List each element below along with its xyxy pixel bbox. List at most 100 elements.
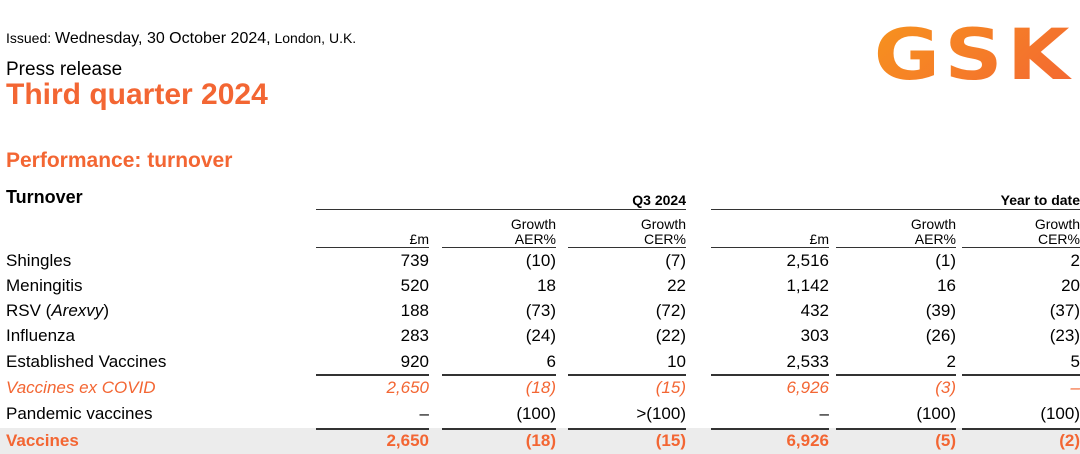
row-divider xyxy=(836,374,956,376)
cell-value: (26) xyxy=(925,326,956,345)
row-divider xyxy=(316,374,429,376)
cell-value: 18 xyxy=(537,276,556,295)
row-label-text: Meningitis xyxy=(6,276,83,295)
row-label-text: Pandemic vaccines xyxy=(6,404,153,423)
cell-value: (2) xyxy=(1059,431,1080,450)
row-label-text: Vaccines ex COVID xyxy=(6,378,156,397)
row-divider xyxy=(568,428,686,430)
row-divider xyxy=(316,428,429,430)
cell-value: (100) xyxy=(516,404,556,423)
row-label: Influenza xyxy=(6,323,75,349)
cell-value: (15) xyxy=(655,431,686,450)
section-title: Performance: turnover xyxy=(6,149,233,172)
column-header-line: Growth xyxy=(910,216,956,232)
cell-value: 5 xyxy=(1070,352,1080,371)
table-row: Shingles 739 (10) (7) 2,516 (1) 2 xyxy=(0,248,1080,274)
issued-label: Issued: xyxy=(6,30,52,46)
row-label-text: Shingles xyxy=(6,251,72,270)
page-title: Third quarter 2024 xyxy=(6,78,268,111)
cell-value: 22 xyxy=(667,276,686,295)
row-label: Meningitis xyxy=(6,273,83,299)
column-header-line: Growth xyxy=(1034,216,1080,232)
cell-value: (7) xyxy=(665,251,686,270)
group-header-ytd: Year to date xyxy=(711,192,1080,210)
cell-value: 2,516 xyxy=(786,251,829,270)
cell-value: 2 xyxy=(1070,251,1080,270)
gsk-logo: GSK xyxy=(873,14,1074,96)
cell-value: (18) xyxy=(525,378,556,397)
cell-value: 1,142 xyxy=(786,276,829,295)
row-label: Vaccines xyxy=(6,428,79,454)
row-label: Vaccines ex COVID xyxy=(6,375,156,401)
cell-value: 20 xyxy=(1061,276,1080,295)
row-divider xyxy=(836,428,956,430)
column-header-line: AER% xyxy=(914,231,956,247)
row-label-end: ) xyxy=(103,301,109,320)
cell-value: (100) xyxy=(1040,404,1080,423)
row-label-text: RSV ( xyxy=(6,301,52,320)
row-divider xyxy=(711,428,829,430)
group-header-q3: Q3 2024 xyxy=(316,192,686,210)
table-row: Established Vaccines 920 6 10 2,533 2 5 xyxy=(0,349,1080,375)
row-divider xyxy=(962,428,1080,430)
cell-value: (15) xyxy=(655,378,686,397)
column-header: £m xyxy=(711,215,829,248)
cell-value: 2 xyxy=(946,352,956,371)
cell-value: (1) xyxy=(935,251,956,270)
row-divider xyxy=(442,428,556,430)
cell-value: 283 xyxy=(400,326,429,345)
issued-date: Wednesday, 30 October 2024, xyxy=(55,30,271,47)
table-row: RSV (Arexvy) 188 (73) (72) 432 (39) (37) xyxy=(0,298,1080,324)
column-header: Growth CER% xyxy=(962,215,1080,248)
cell-value: (72) xyxy=(655,301,686,320)
cell-value: (73) xyxy=(525,301,556,320)
cell-value: 432 xyxy=(800,301,829,320)
cell-value: (5) xyxy=(935,431,956,450)
column-header: Growth CER% xyxy=(568,215,686,248)
column-header: Growth AER% xyxy=(442,215,556,248)
column-header-line: Growth xyxy=(510,216,556,232)
cell-value: 6,926 xyxy=(786,378,829,397)
cell-value: (24) xyxy=(525,326,556,345)
table-row: Meningitis 520 18 22 1,142 16 20 xyxy=(0,273,1080,299)
cell-value: – xyxy=(419,404,429,423)
cell-value: – xyxy=(1070,378,1080,397)
row-divider xyxy=(568,374,686,376)
cell-value: (37) xyxy=(1049,301,1080,320)
row-label-text: Established Vaccines xyxy=(6,352,167,371)
column-header: Growth AER% xyxy=(836,215,956,248)
doc-type: Press release xyxy=(6,59,123,80)
cell-value: 520 xyxy=(400,276,429,295)
issued-place: London, U.K. xyxy=(274,30,357,46)
cell-value: (10) xyxy=(525,251,556,270)
cell-value: 6 xyxy=(546,352,556,371)
table-row-header: Turnover xyxy=(6,187,83,207)
column-header-line: £m xyxy=(409,231,429,247)
column-header-line: £m xyxy=(809,231,829,247)
cell-value: 2,533 xyxy=(786,352,829,371)
cell-value: 16 xyxy=(937,276,956,295)
row-label-text: Influenza xyxy=(6,326,75,345)
cell-value: 2,650 xyxy=(386,378,429,397)
table-row: Vaccines 2,650 (18) (15) 6,926 (5) (2) xyxy=(0,428,1080,454)
row-label-text: Vaccines xyxy=(6,431,79,450)
row-label: Pandemic vaccines xyxy=(6,401,152,427)
cell-value: (3) xyxy=(935,378,956,397)
brand-name: Arexvy xyxy=(51,301,104,320)
column-header-line: Growth xyxy=(640,216,686,232)
cell-value: (100) xyxy=(916,404,956,423)
row-divider xyxy=(442,374,556,376)
cell-value: (18) xyxy=(525,431,556,450)
row-label: Established Vaccines xyxy=(6,349,166,375)
cell-value: – xyxy=(819,404,829,423)
row-divider xyxy=(711,374,829,376)
column-header-line: CER% xyxy=(643,231,686,247)
issued-line: Issued: Wednesday, 30 October 2024, Lond… xyxy=(6,30,356,48)
column-header: £m xyxy=(316,215,429,248)
table-row: Vaccines ex COVID 2,650 (18) (15) 6,926 (3) – xyxy=(0,375,1080,401)
cell-value: >(100) xyxy=(636,404,686,423)
column-header-line: AER% xyxy=(514,231,556,247)
column-header-line: CER% xyxy=(1037,231,1080,247)
row-label: Shingles xyxy=(6,248,71,274)
row-label: RSV (Arexvy) xyxy=(6,298,109,324)
